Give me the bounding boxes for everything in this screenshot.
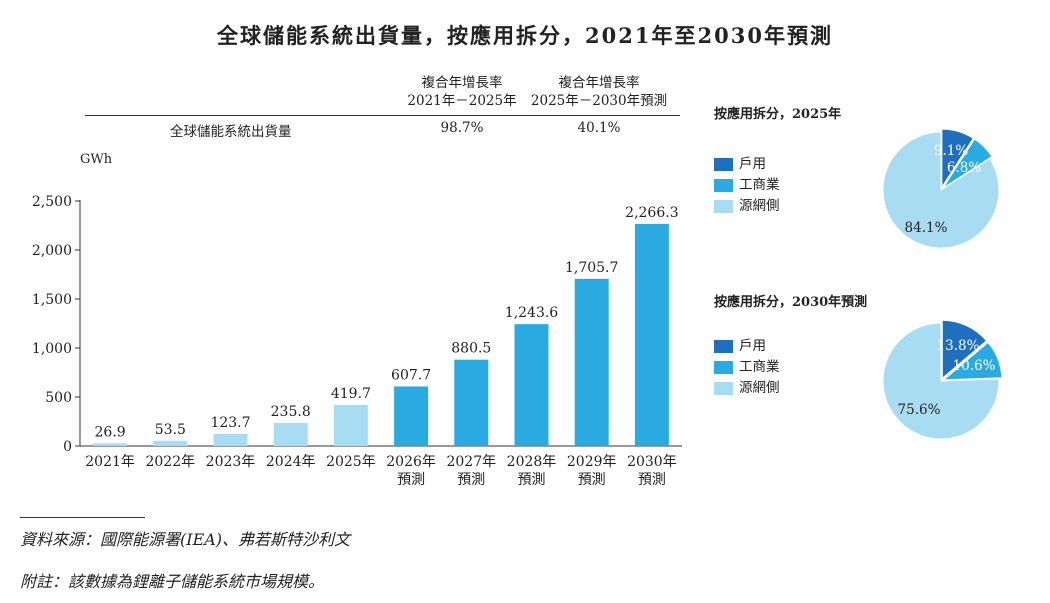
bar (333, 404, 368, 446)
bar (574, 278, 609, 446)
bar-value-label: 607.7 (391, 367, 431, 383)
bar-chart: 0 500 1,000 1,500 2,000 2,500 26.9 2021年 53.5 202… (32, 194, 682, 488)
y-tick-label: 0 (63, 439, 72, 455)
pie-2030-legend-item: 工商業 (714, 358, 780, 376)
pie-2030-legend-item: 戶用 (714, 337, 766, 355)
legend-label: 源網側 (739, 198, 780, 214)
bar-value-label: 26.9 (95, 424, 126, 440)
bar (153, 440, 188, 446)
bar-value-label: 1,243.6 (505, 305, 559, 321)
legend-label: 工商業 (739, 359, 780, 375)
legend-label: 工商業 (739, 177, 780, 193)
legend-label: 源網側 (739, 380, 780, 396)
legend-swatch (714, 340, 733, 353)
pie-slice (942, 138, 993, 189)
x-tick-label: 2024年 (266, 454, 316, 470)
cagr-header-2-line2: 2025年－2030年預測 (530, 93, 668, 109)
pie-value-label: 84.1% (905, 220, 948, 236)
x-tick-label-sub: 預測 (518, 472, 546, 488)
x-tick-label: 2030年 (627, 454, 677, 470)
pie-value-label: 9.1% (934, 143, 968, 159)
pie-slice (941, 128, 974, 189)
legend-swatch (714, 200, 733, 213)
pie-2030-title: 按應用拆分，2030年預測 (714, 295, 868, 310)
pie-value-label: 13.8% (937, 338, 980, 354)
bar (93, 443, 128, 446)
legend-swatch (714, 179, 733, 192)
pie-value-label: 75.6% (898, 402, 941, 418)
pie-slice (941, 319, 988, 380)
cagr-separator (85, 115, 680, 116)
x-tick-label-sub: 預測 (457, 472, 485, 488)
cagr-row-label: 全球儲能系統出貨量 (170, 124, 292, 140)
pie-2025-title: 按應用拆分，2025年 (714, 107, 842, 122)
cagr-header-2: 複合年增長率 2025年－2030年預測 (524, 74, 674, 110)
x-tick-label: 2023年 (206, 454, 256, 470)
x-tick-label: 2022年 (145, 454, 195, 470)
pie-2030-legend-item: 源網側 (714, 379, 780, 397)
x-tick-label: 2021年 (85, 454, 135, 470)
x-tick-label: 2025年 (326, 454, 376, 470)
bar (634, 223, 669, 446)
x-tick-label-sub: 預測 (397, 472, 425, 488)
footnote-separator (20, 517, 145, 518)
pie-2025-legend-item: 工商業 (714, 176, 780, 194)
pie-2025: 9.1%6.8% 84.1% (882, 128, 1000, 249)
legend-swatch (714, 361, 733, 374)
pie-2030: 13.8% 10.6% 75.6% (882, 319, 1003, 440)
bar-value-label: 1,705.7 (565, 260, 618, 276)
x-tick-label: 2029年 (567, 454, 617, 470)
y-tick-label: 1,000 (32, 341, 72, 357)
bar (454, 359, 489, 446)
chart-title: 全球儲能系統出貨量，按應用拆分，2021年至2030年預測 (217, 23, 833, 48)
bar-value-label: 2,266.3 (625, 205, 678, 221)
y-tick-label: 2,500 (32, 194, 72, 210)
x-tick-label-sub: 預測 (578, 472, 606, 488)
bar-value-label: 880.5 (451, 341, 491, 357)
pie-slice (882, 131, 1000, 249)
bar-value-label: 123.7 (210, 415, 250, 431)
x-tick-label-sub: 預測 (638, 472, 666, 488)
bar (273, 422, 308, 446)
pie-value-label: 10.6% (953, 358, 996, 374)
source-note: 資料來源：國際能源署(IEA)、弗若斯特沙利文 (20, 530, 351, 549)
pie-2025-legend: 戶用 工商業 源網側 (714, 155, 834, 220)
legend-swatch (714, 158, 733, 171)
bar-value-label: 419.7 (331, 386, 371, 402)
pie-2030-legend: 戶用 工商業 源網側 (714, 337, 834, 402)
bar (394, 386, 429, 446)
x-tick-label: 2028年 (507, 454, 557, 470)
footnote: 附註：該數據為鋰離子儲能系統市場規模。 (20, 572, 325, 591)
cagr-value-2: 40.1% (577, 120, 621, 136)
cagr-value-1: 98.7% (440, 120, 484, 136)
legend-label: 戶用 (739, 156, 766, 172)
y-tick-label: 500 (45, 390, 72, 406)
pie-2025-legend-item: 戶用 (714, 155, 766, 173)
bar-value-label: 53.5 (155, 422, 186, 438)
bar (514, 324, 549, 446)
pie-slice (942, 341, 1003, 381)
pie-slice (882, 322, 1000, 440)
legend-label: 戶用 (739, 338, 766, 354)
x-tick-label: 2026年 (386, 454, 436, 470)
legend-swatch (714, 382, 733, 395)
cagr-header-2-line1: 複合年增長率 (558, 75, 640, 91)
y-unit-label: GWh (80, 152, 113, 167)
bar-value-label: 235.8 (271, 404, 311, 420)
bar (213, 433, 248, 446)
cagr-header-1-line2: 2021年－2025年 (407, 93, 517, 109)
cagr-header-1-line1: 複合年增長率 (421, 75, 503, 91)
x-tick-label: 2027年 (446, 454, 496, 470)
cagr-header-1: 複合年增長率 2021年－2025年 (398, 74, 526, 110)
y-tick-label: 1,500 (32, 292, 72, 308)
y-tick-label: 2,000 (32, 243, 72, 259)
pie-2025-legend-item: 源網側 (714, 197, 780, 215)
pie-value-label: 6.8% (947, 160, 981, 176)
